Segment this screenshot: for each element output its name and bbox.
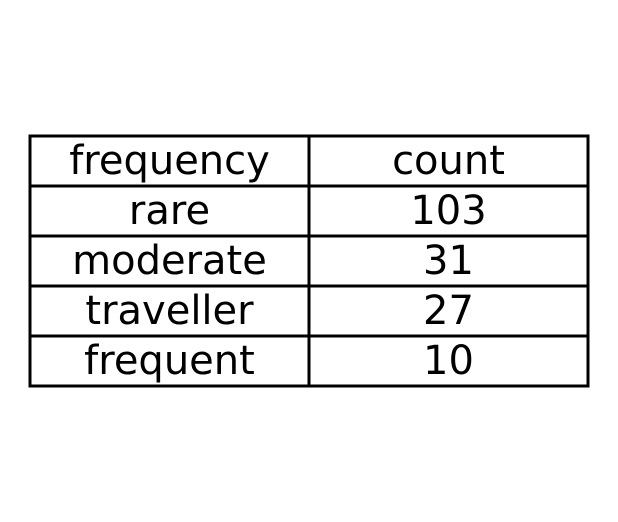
header-cell-frequency: frequency <box>69 138 270 184</box>
table-cell-r1-c1: rare <box>129 188 210 234</box>
table-cell-r1-c2: 103 <box>410 188 486 234</box>
table-cell-r4-c1: frequent <box>84 338 255 384</box>
header-cell-count: count <box>392 138 505 184</box>
table-cell-r2-c1: moderate <box>72 238 267 284</box>
table-cell-r3-c2: 27 <box>423 288 474 334</box>
table-cell-r2-c2: 31 <box>423 238 474 284</box>
table-cell-r3-c1: traveller <box>85 288 254 334</box>
table-cell-r4-c2: 10 <box>423 338 474 384</box>
